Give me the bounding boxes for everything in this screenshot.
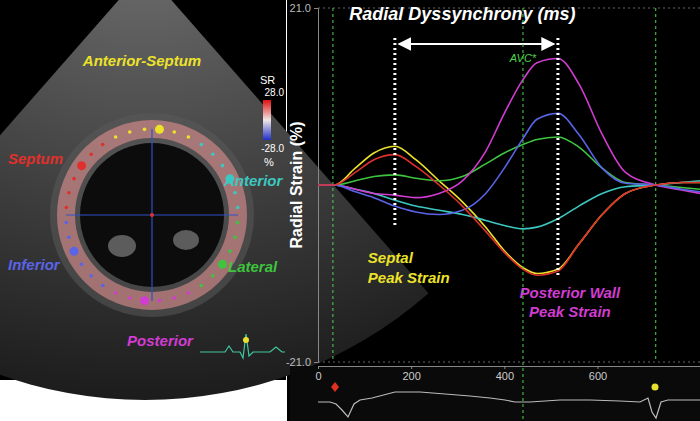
segment-label: Lateral: [228, 258, 278, 275]
segment-dot: [236, 206, 240, 210]
segment-dot: [158, 299, 162, 303]
segment-dot: [101, 284, 105, 288]
x-tick: 200: [402, 366, 420, 382]
segment-dot: [236, 221, 240, 225]
segment-dot: [155, 125, 164, 134]
y-axis-line: [314, 9, 319, 363]
color-bar-unit: %: [264, 156, 274, 168]
ecg-trace: [318, 392, 700, 418]
peak-marker-line: [556, 38, 559, 275]
segment-dot: [65, 206, 69, 210]
strain-curve: [318, 146, 700, 273]
papillary-muscle: [108, 235, 136, 257]
segment-dot: [233, 235, 237, 239]
segment-label: Septum: [8, 150, 63, 167]
segment-dot: [67, 235, 71, 239]
center-point: [150, 213, 154, 217]
segment-label: Anterior-Septum: [82, 52, 201, 69]
plot-area: [318, 59, 700, 276]
peak-label: Posterior Wall: [520, 284, 621, 301]
papillary-muscle: [173, 230, 199, 250]
x-tick-mark: [318, 366, 319, 369]
segment-dot: [140, 296, 149, 305]
x-tick-mark: [411, 366, 412, 369]
peak-label: Septal: [368, 249, 414, 266]
segment-dot: [101, 143, 105, 147]
x-tick: 600: [589, 366, 607, 382]
annotations: Radial Dyssynchrony (ms) Septal Peak Strai…: [349, 4, 621, 421]
x-tick-label: 200: [402, 370, 420, 382]
y-tick-mark: [314, 8, 318, 9]
segment-dot: [172, 130, 176, 134]
segment-dot: [65, 221, 69, 225]
segment-dot: [221, 164, 225, 168]
segment-dot: [211, 274, 215, 278]
segment-dot: [89, 152, 93, 156]
strain-curve: [318, 155, 700, 276]
segment-dot: [114, 135, 118, 139]
y-tick-label: 21.0: [290, 2, 311, 14]
x-tick-label: 600: [589, 370, 607, 382]
ecg-strip: [290, 366, 700, 421]
y-axis-title: Radial Strain (%): [288, 121, 305, 248]
grid-line: [318, 362, 700, 363]
y-axis: -21.021.0: [286, 2, 319, 368]
myocardium: [50, 113, 254, 317]
y-tick: 21.0: [290, 2, 318, 14]
ecg-end-marker: [652, 384, 659, 391]
segment-label: Inferior: [8, 256, 61, 273]
color-bar-tick-label: 28.0: [265, 87, 285, 98]
segment-dot: [228, 250, 232, 254]
dyssynchrony-arrow: [399, 43, 554, 45]
segment-dot: [172, 296, 176, 300]
x-tick-mark: [504, 366, 505, 369]
segment-dot: [114, 291, 118, 295]
x-tick-label: 0: [315, 370, 321, 382]
tracking-ring: [66, 129, 238, 301]
dyssynchrony-title: Radial Dyssynchrony (ms): [349, 4, 575, 24]
segment-dot: [89, 274, 93, 278]
segment-dot: [143, 128, 147, 132]
x-tick-label: 400: [496, 370, 514, 382]
peak-marker-line: [393, 38, 396, 225]
segment-dot: [200, 284, 204, 288]
segment-dot: [80, 263, 84, 267]
segment-dot: [72, 177, 76, 181]
echo-ecg-trace: [200, 334, 285, 358]
y-tick-mark: [314, 362, 318, 363]
strain-curve: [318, 113, 700, 214]
segment-dot: [128, 130, 132, 134]
segment-dot: [70, 247, 79, 256]
color-bar: [263, 100, 271, 140]
peak-label: Peak Strain: [529, 303, 611, 320]
avc-label: AVC*: [509, 52, 537, 64]
peak-label: Peak Strain: [368, 269, 450, 286]
x-tick: 400: [496, 366, 514, 382]
x-axis: 0 200 400 600: [315, 366, 700, 382]
echo-ecg-marker: [243, 337, 249, 343]
segment-dot: [200, 143, 204, 147]
segment-label: Anterior: [223, 172, 284, 189]
segment-dot: [211, 152, 215, 156]
color-bar-tick-label: -28.0: [261, 143, 284, 154]
segment-dot: [187, 291, 191, 295]
ecg-start-marker: [331, 382, 339, 392]
x-tick: 0: [315, 366, 321, 382]
strain-curve: [318, 59, 700, 198]
segment-dot: [77, 161, 86, 170]
color-bar-title: SR: [260, 74, 275, 86]
avc-line: [522, 8, 523, 421]
segment-dot: [218, 260, 227, 269]
echo-image: [0, 0, 429, 400]
figure: Anterior-Septum Anterior Lateral Posterior I…: [0, 0, 700, 421]
segment-dot: [187, 135, 191, 139]
x-tick-mark: [598, 366, 599, 369]
segment-dot: [128, 296, 132, 300]
x-axis-line: [319, 367, 700, 370]
segment-label: Posterior: [127, 332, 194, 349]
root: Anterior-Septum Anterior Lateral Posterior I…: [0, 0, 700, 421]
segment-dot: [67, 191, 71, 195]
segment-dot: [233, 191, 237, 195]
echo-sector: [0, 0, 429, 400]
